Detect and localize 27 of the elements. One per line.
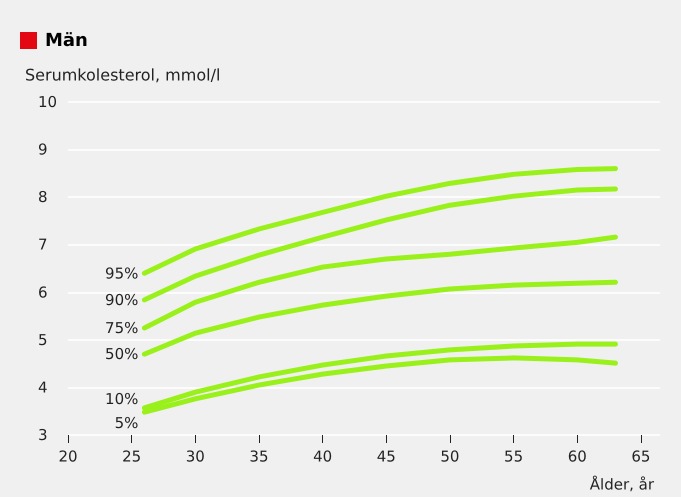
y-tick-label: 4	[38, 378, 48, 396]
x-tick-label: 65	[631, 448, 650, 466]
series-label: 75%	[105, 318, 138, 337]
y-tick-label: 10	[38, 93, 58, 111]
x-tick-label: 20	[58, 448, 78, 466]
x-tick-label: 55	[504, 448, 524, 466]
y-tick-label: 5	[38, 330, 48, 349]
series-label: 5%	[114, 414, 138, 432]
x-tick-label: 30	[186, 448, 205, 466]
x-tick-label: 50	[440, 448, 460, 466]
chart-title: Män	[45, 30, 88, 51]
x-axis-title: Ålder, år	[590, 476, 655, 494]
series-label: 50%	[105, 345, 138, 364]
y-tick-label: 7	[38, 236, 48, 254]
series-label: 95%	[105, 264, 138, 282]
series-label: 10%	[105, 390, 138, 408]
y-tick-label: 6	[38, 283, 48, 302]
y-tick-label: 9	[38, 140, 48, 159]
y-axis-title: Serumkolesterol, mmol/l	[25, 66, 220, 84]
x-tick-label: 45	[376, 448, 396, 466]
y-tick-label: 8	[38, 188, 48, 206]
x-tick-label: 35	[249, 448, 269, 466]
x-tick-label: 25	[122, 448, 142, 466]
y-tick-label: 3	[38, 426, 48, 444]
series-label: 90%	[105, 290, 138, 309]
x-tick-label: 40	[313, 448, 332, 466]
x-tick-label: 60	[568, 448, 587, 466]
